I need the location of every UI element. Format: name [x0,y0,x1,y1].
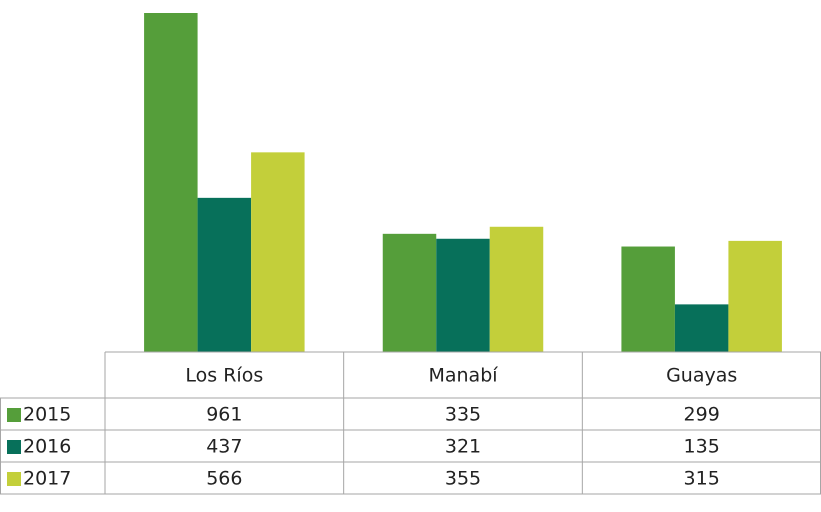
bar [251,152,305,352]
legend-label: 2017 [23,468,71,490]
bar [728,240,782,352]
table-value: 299 [684,404,720,426]
table-value: 355 [445,468,481,490]
bar [382,233,437,352]
table-value: 437 [206,436,242,458]
bar [674,304,729,352]
category-label: Guayas [666,365,737,387]
category-label: Los Ríos [185,365,263,387]
legend-swatch [7,440,21,454]
bar [197,197,252,352]
category-label: Manabí [428,365,498,387]
legend-swatch [7,408,21,422]
table-value: 566 [206,468,242,490]
table-value: 135 [684,436,720,458]
bar [436,238,490,352]
legend-swatch [7,472,21,486]
legend-label: 2015 [23,404,71,426]
table-value: 321 [445,436,481,458]
table-value: 335 [445,404,481,426]
legend-label: 2016 [23,436,71,458]
table-value: 961 [206,404,242,426]
table-value: 315 [684,468,720,490]
bar [621,246,675,352]
bar [489,226,544,352]
bar [144,13,198,352]
